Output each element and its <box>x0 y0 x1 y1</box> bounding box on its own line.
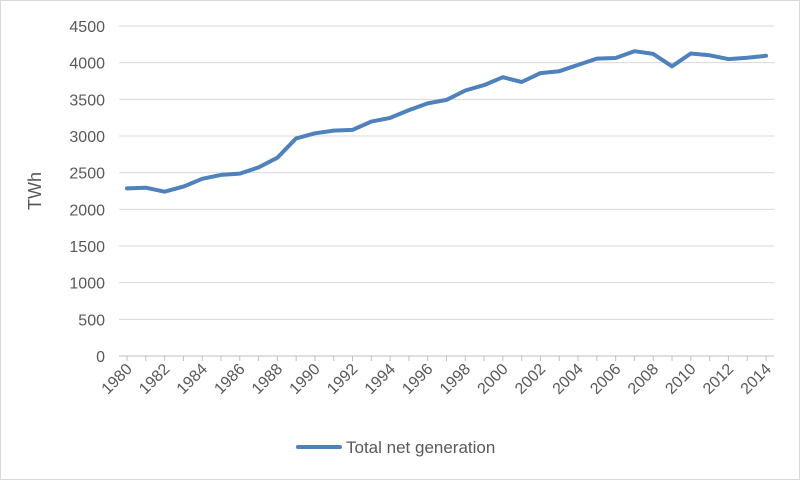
y-axis-tick-labels: 0 500 1000 1500 2000 2500 3000 3500 4000 4500 <box>69 19 105 366</box>
y-tick-label-500: 500 <box>78 312 105 329</box>
x-tick-label-2012: 2012 <box>700 361 737 398</box>
y-tick-label-2000: 2000 <box>69 202 105 219</box>
x-tick-label-1982: 1982 <box>136 361 173 398</box>
x-tick-label-1990: 1990 <box>287 361 324 398</box>
x-tick-label-2014: 2014 <box>738 361 775 398</box>
y-tick-label-3000: 3000 <box>69 129 105 146</box>
x-tick-label-1996: 1996 <box>399 361 436 398</box>
x-tick-label-1984: 1984 <box>174 361 211 398</box>
gridlines <box>119 25 774 361</box>
x-tick-label-2006: 2006 <box>587 361 624 398</box>
series-lines <box>125 49 768 194</box>
y-tick-label-3500: 3500 <box>69 92 105 109</box>
x-tick-label-2008: 2008 <box>625 361 662 398</box>
x-tick-label-1998: 1998 <box>437 361 474 398</box>
x-tick-label-1992: 1992 <box>324 361 361 398</box>
x-tick-label-2004: 2004 <box>550 361 587 398</box>
x-tick-label-2002: 2002 <box>512 361 549 398</box>
legend: Total net generation <box>296 438 495 457</box>
series-line-0 <box>125 49 768 194</box>
y-tick-label-0: 0 <box>96 349 105 366</box>
y-tick-label-4000: 4000 <box>69 56 105 73</box>
y-tick-label-1500: 1500 <box>69 239 105 256</box>
y-tick-label-4500: 4500 <box>69 19 105 36</box>
x-tick-label-2000: 2000 <box>475 361 512 398</box>
x-tick-label-1994: 1994 <box>362 361 399 398</box>
x-tick-label-2010: 2010 <box>662 361 699 398</box>
y-tick-label-1000: 1000 <box>69 276 105 293</box>
x-axis-tick-labels: 1980 1982 1984 1986 1988 1990 1992 1994 1996 1998… <box>99 361 775 398</box>
x-tick-label-1980: 1980 <box>99 361 136 398</box>
x-tick-label-1988: 1988 <box>249 361 286 398</box>
y-tick-label-2500: 2500 <box>69 166 105 183</box>
legend-label-total-net-generation: Total net generation <box>346 438 495 457</box>
y-axis-title: TWh <box>25 172 45 210</box>
x-tick-label-1986: 1986 <box>211 361 248 398</box>
